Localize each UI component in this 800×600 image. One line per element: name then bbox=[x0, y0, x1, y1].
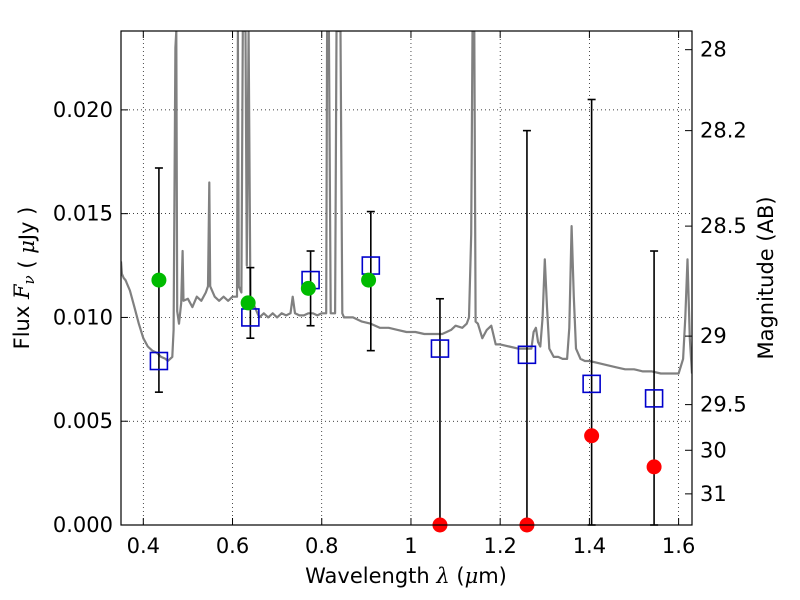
marker-layer bbox=[149, 256, 664, 533]
y-tick-label: 0.010 bbox=[53, 305, 113, 329]
y-tick-label: 0.000 bbox=[53, 513, 113, 537]
grid-lines bbox=[121, 31, 692, 526]
x-tick-label: 1.6 bbox=[662, 534, 695, 558]
y2-tick-label: 28.5 bbox=[700, 214, 747, 238]
y-tick-label: 0.005 bbox=[53, 409, 113, 433]
error-bar-layer bbox=[154, 98, 659, 526]
open-square-marker bbox=[517, 345, 537, 365]
y2-tick-label: 28 bbox=[700, 38, 727, 62]
y-tick-label: 0.020 bbox=[53, 98, 113, 122]
filled-circle-marker bbox=[240, 295, 256, 311]
y-axis-label: Flux Fν ( μJy ) bbox=[10, 207, 39, 350]
plot-frame bbox=[120, 30, 693, 526]
x-tick-label: 1 bbox=[404, 534, 417, 558]
open-square-marker bbox=[644, 389, 664, 408]
y-tick-label: 0.015 bbox=[53, 202, 113, 226]
open-square-marker bbox=[430, 339, 450, 358]
open-square-marker bbox=[582, 374, 601, 394]
y2-tick-label: 29.5 bbox=[700, 393, 747, 417]
x-tick-label: 0.6 bbox=[216, 534, 249, 558]
x-tick-label: 1.4 bbox=[573, 534, 606, 558]
tick-layer: 0.4 0.6 0.8 1 1.2 1.4 1.6 0.000 0.005 0.010 0.015 0… bbox=[53, 31, 747, 558]
spectrum-line bbox=[121, 31, 692, 375]
y2-tick-label: 30 bbox=[700, 438, 727, 462]
x-axis-label: Wavelength λ (μm) bbox=[305, 564, 507, 588]
y2-tick-label: 29 bbox=[700, 324, 727, 348]
x-tick-label: 1.2 bbox=[483, 534, 516, 558]
open-square-marker bbox=[149, 351, 169, 371]
x-tick-label: 0.4 bbox=[127, 534, 160, 558]
y2-tick-label: 28.2 bbox=[700, 119, 747, 143]
filled-circle-marker bbox=[361, 272, 377, 288]
filled-circle-marker bbox=[300, 280, 316, 296]
x-tick-label: 0.8 bbox=[305, 534, 338, 558]
filled-circle-marker bbox=[646, 459, 662, 475]
spectrum-layer bbox=[121, 31, 692, 375]
filled-circle-marker bbox=[584, 428, 600, 444]
y2-tick-label: 31 bbox=[700, 482, 727, 506]
filled-circle-marker bbox=[151, 272, 167, 288]
y2-axis-label: Magnitude (AB) bbox=[754, 196, 778, 359]
